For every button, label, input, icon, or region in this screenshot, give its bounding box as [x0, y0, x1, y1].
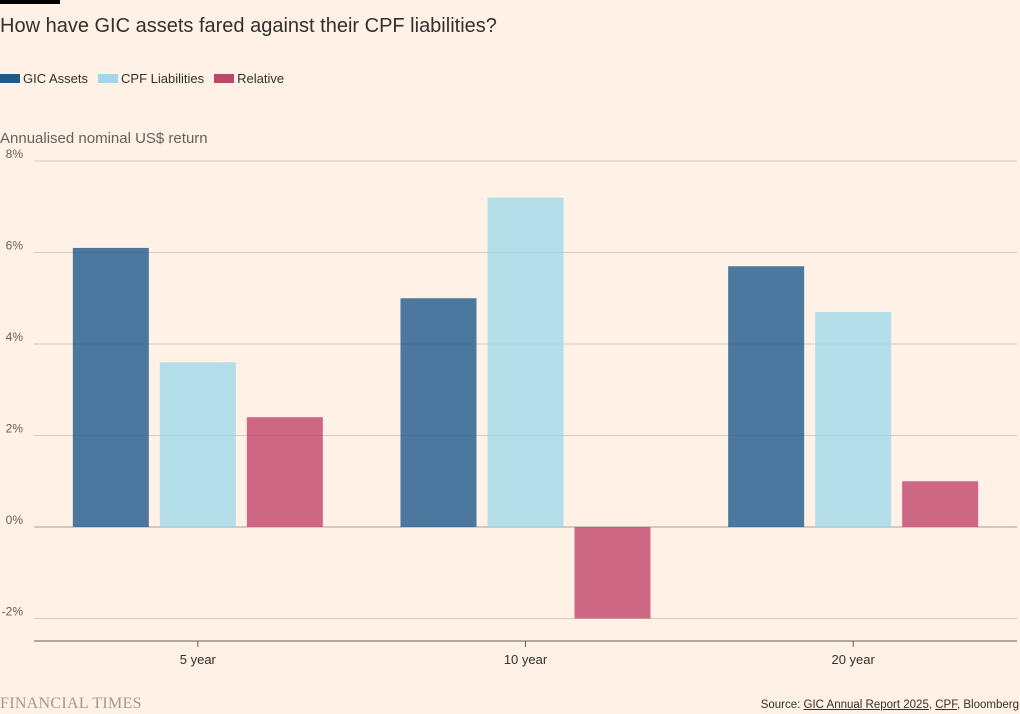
legend-item-relative: Relative — [214, 71, 284, 86]
y-tick-label: 0% — [6, 513, 24, 527]
bar-relative — [574, 527, 651, 619]
y-tick-label: 6% — [6, 239, 24, 253]
bar-cpf-liabilities — [159, 362, 236, 527]
y-tick-label: 4% — [6, 330, 24, 344]
y-tick-label: 8% — [6, 147, 24, 161]
bar-relative — [902, 481, 979, 527]
y-tick-label: -2% — [2, 605, 24, 619]
bar-cpf-liabilities — [815, 311, 892, 527]
top-rule — [0, 0, 60, 4]
x-tick-label: 5 year — [180, 652, 217, 667]
source-note: Source: GIC Annual Report 2025, CPF, Blo… — [761, 699, 1019, 711]
bar-gic-assets — [728, 266, 805, 527]
x-tick-label: 20 year — [831, 652, 875, 667]
source-separator: , — [956, 699, 964, 711]
source-link-gic-report[interactable]: GIC Annual Report 2025 — [803, 699, 929, 711]
bar-gic-assets — [72, 247, 149, 528]
legend-item-gic-assets: GIC Assets — [0, 71, 88, 86]
legend-label-relative: Relative — [237, 71, 285, 86]
y-tick-label: 2% — [6, 422, 24, 436]
legend-label-gic-assets: GIC Assets — [23, 71, 89, 86]
bar-gic-assets — [400, 298, 477, 527]
bar-relative — [246, 417, 323, 527]
legend-swatch-gic-assets — [0, 74, 20, 83]
chart-title: How have GIC assets fared against their … — [0, 15, 497, 37]
legend-item-cpf-liabilities: CPF Liabilities — [98, 71, 204, 86]
source-prefix: Source: — [760, 699, 804, 711]
legend-swatch-cpf-liabilities — [98, 74, 119, 83]
legend-swatch-relative — [214, 74, 235, 83]
legend-label-cpf-liabilities: CPF Liabilities — [121, 71, 205, 86]
source-separator: , — [928, 699, 936, 711]
bar-cpf-liabilities — [487, 197, 564, 527]
legend: GIC Assets CPF Liabilities Relative — [0, 71, 294, 86]
source-bloomberg: Bloomberg — [963, 699, 1019, 711]
ft-logo: FINANCIAL TIMES — [0, 695, 142, 712]
x-tick-label: 10 year — [504, 652, 548, 667]
source-link-cpf[interactable]: CPF — [935, 699, 957, 711]
chart-subtitle: Annualised nominal US$ return — [0, 130, 208, 147]
